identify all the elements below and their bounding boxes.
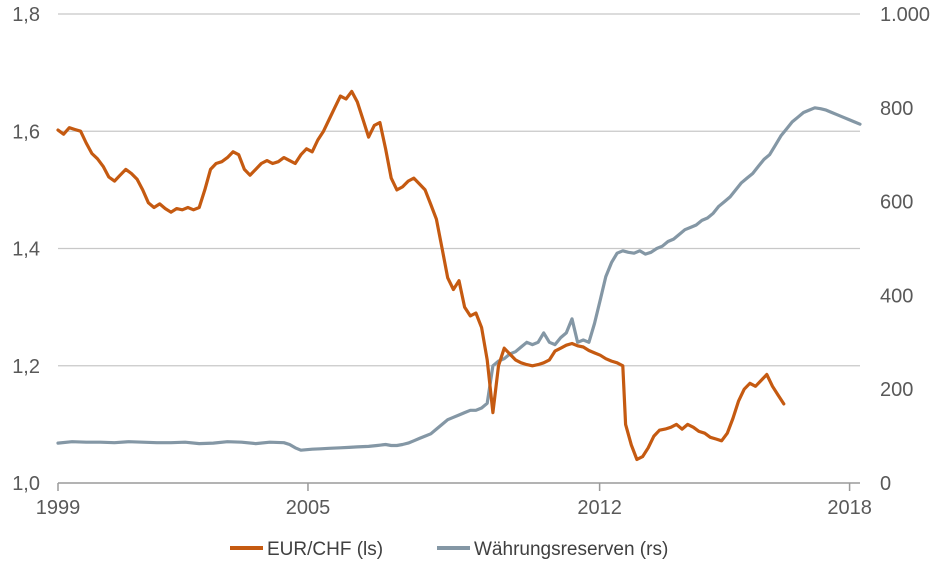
y-left-tick-label: 1,4 [12, 239, 40, 261]
y-right-tick-label: 400 [880, 285, 913, 307]
y-left-tick-label: 1,8 [12, 4, 40, 26]
y-right-tick-label: 800 [880, 98, 913, 120]
y-axis-left: 1,0 1,2 1,4 1,6 1,8 [12, 4, 40, 495]
series-line-eurchf [56, 89, 786, 462]
y-right-tick-label: 600 [880, 192, 913, 214]
x-tick-label: 2018 [827, 497, 872, 519]
gridlines [58, 13, 860, 367]
y-right-tick-label: 1.000 [880, 4, 930, 26]
series-lines [56, 89, 862, 462]
y-left-tick-label: 1,0 [12, 473, 40, 495]
y-left-tick-label: 1,2 [12, 356, 40, 378]
y-left-tick-label: 1,6 [12, 121, 40, 143]
legend-label-eurchf: EUR/CHF (ls) [267, 539, 383, 560]
y-right-tick-label: 200 [880, 379, 913, 401]
x-axis: 1999 2005 2012 2018 [36, 482, 872, 519]
series-line-reserves [56, 106, 862, 452]
x-tick-label: 2005 [286, 497, 331, 519]
legend-label-reserves: Währungsreserven (rs) [474, 539, 668, 560]
y-axis-right: 0 200 400 600 800 1.000 [880, 4, 930, 495]
x-tick-label: 1999 [36, 497, 81, 519]
y-right-tick-label: 0 [880, 473, 891, 495]
legend: EUR/CHF (ls) Währungsreserven (rs) [230, 539, 668, 560]
x-tick-label: 2012 [577, 497, 622, 519]
